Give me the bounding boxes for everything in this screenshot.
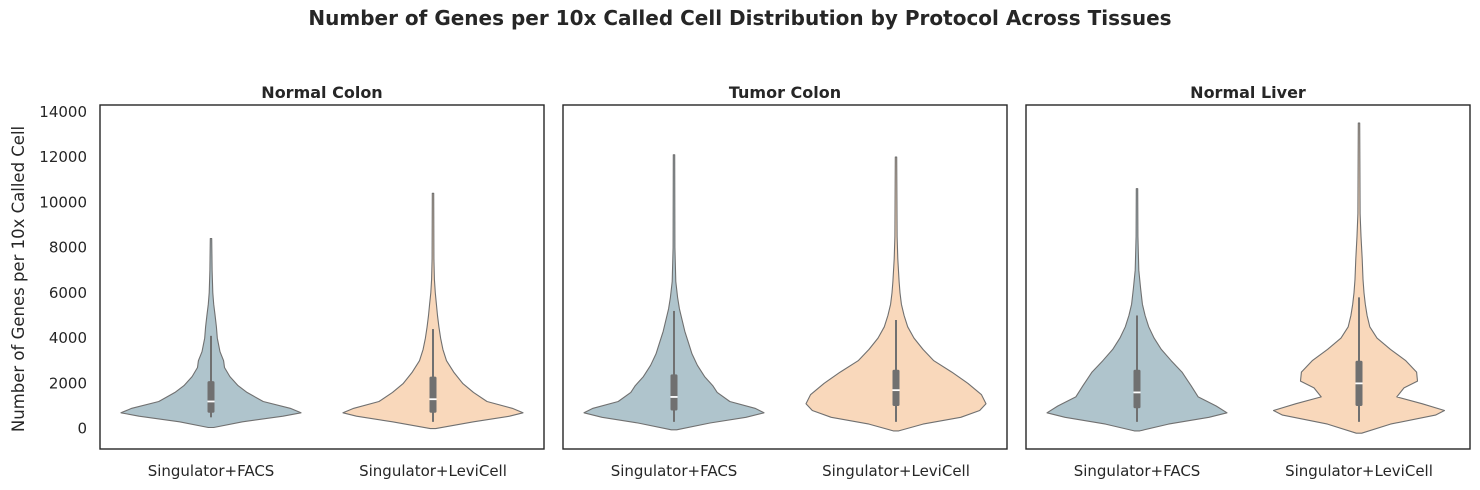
violin-singulator-levicell [1272, 122, 1446, 434]
x-tick-label: Singulator+LeviCell [1285, 462, 1433, 480]
y-tick-label: 6000 [49, 284, 87, 302]
violin-singulator-levicell [342, 192, 524, 430]
x-tick-label: Singulator+LeviCell [822, 462, 970, 480]
chart-panels: Normal Colon Singulator+FACS Singulator+Le… [39, 83, 1471, 480]
violin-singulator-facs [120, 237, 302, 429]
x-tick-label: Singulator+FACS [1074, 462, 1201, 480]
panel-frame [1025, 104, 1471, 450]
x-tick-label: Singulator+FACS [148, 462, 275, 480]
violin-singulator-levicell [805, 156, 987, 432]
iqr-box [892, 369, 900, 406]
panel-title: Tumor Colon [729, 83, 841, 102]
iqr-box [670, 374, 678, 411]
panel-frame [99, 104, 545, 450]
y-tick-label: 2000 [49, 374, 87, 392]
panel-title: Normal Liver [1190, 83, 1306, 102]
x-tick-label: Singulator+FACS [611, 462, 738, 480]
iqr-box [429, 376, 437, 413]
iqr-box [207, 381, 215, 413]
y-tick-label: 0 [77, 420, 87, 438]
figure-title: Number of Genes per 10x Called Cell Dist… [308, 6, 1171, 30]
violin-singulator-facs [583, 154, 765, 431]
iqr-box [1133, 369, 1141, 409]
y-tick-label: 8000 [49, 239, 87, 257]
violin-singulator-facs [1046, 188, 1228, 432]
panel-tumor-colon: Tumor Colon Singulator+FACS Singulator+Lev… [562, 83, 1008, 480]
y-tick-label: 12000 [39, 148, 87, 166]
y-tick-label: 10000 [39, 193, 87, 211]
y-tick-label: 4000 [49, 329, 87, 347]
y-axis-label: Number of Genes per 10x Called Cell [9, 126, 28, 432]
x-tick-label: Singulator+LeviCell [359, 462, 507, 480]
panel-normal-colon: Normal Colon Singulator+FACS Singulator+Le… [39, 83, 545, 480]
panel-normal-liver: Normal Liver Singulator+FACS Singulator+Le… [1025, 83, 1471, 480]
y-tick-label: 14000 [39, 103, 87, 121]
panel-frame [562, 104, 1008, 450]
panel-title: Normal Colon [261, 83, 382, 102]
